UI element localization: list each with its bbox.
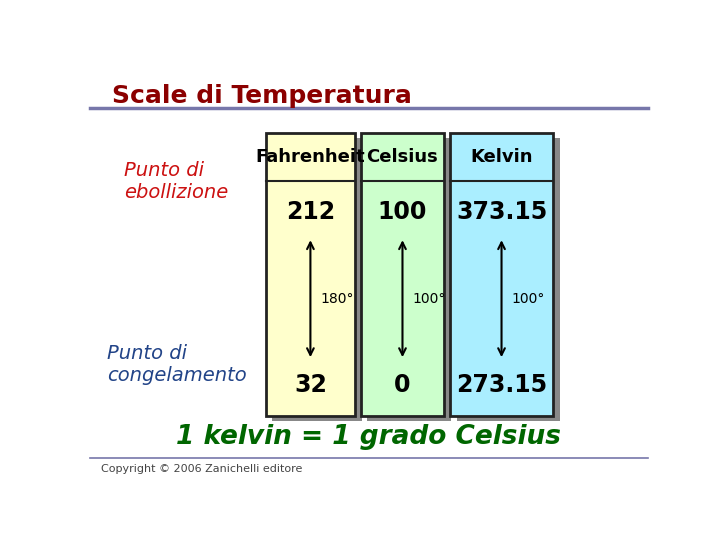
Text: 373.15: 373.15: [456, 200, 547, 225]
Text: 100: 100: [378, 200, 427, 225]
Text: Punto di
congelamento: Punto di congelamento: [107, 343, 246, 384]
Text: 273.15: 273.15: [456, 373, 547, 397]
Text: Celsius: Celsius: [366, 148, 438, 166]
Text: 212: 212: [286, 200, 335, 225]
Text: Punto di
ebollizione: Punto di ebollizione: [125, 161, 229, 202]
Text: 0: 0: [395, 373, 410, 397]
Text: 1 kelvin = 1 grado Celsius: 1 kelvin = 1 grado Celsius: [176, 424, 562, 450]
Bar: [266, 133, 355, 416]
Text: 100°: 100°: [413, 292, 446, 306]
Bar: [361, 133, 444, 416]
Bar: [367, 138, 451, 421]
Text: Scale di Temperatura: Scale di Temperatura: [112, 84, 412, 107]
Bar: [272, 138, 361, 421]
Text: Fahrenheit: Fahrenheit: [256, 148, 365, 166]
Bar: [450, 133, 553, 416]
Text: Kelvin: Kelvin: [470, 148, 533, 166]
Text: Copyright © 2006 Zanichelli editore: Copyright © 2006 Zanichelli editore: [101, 464, 302, 474]
Text: 32: 32: [294, 373, 327, 397]
Text: 100°: 100°: [512, 292, 545, 306]
Bar: [456, 138, 560, 421]
Text: 180°: 180°: [320, 292, 354, 306]
